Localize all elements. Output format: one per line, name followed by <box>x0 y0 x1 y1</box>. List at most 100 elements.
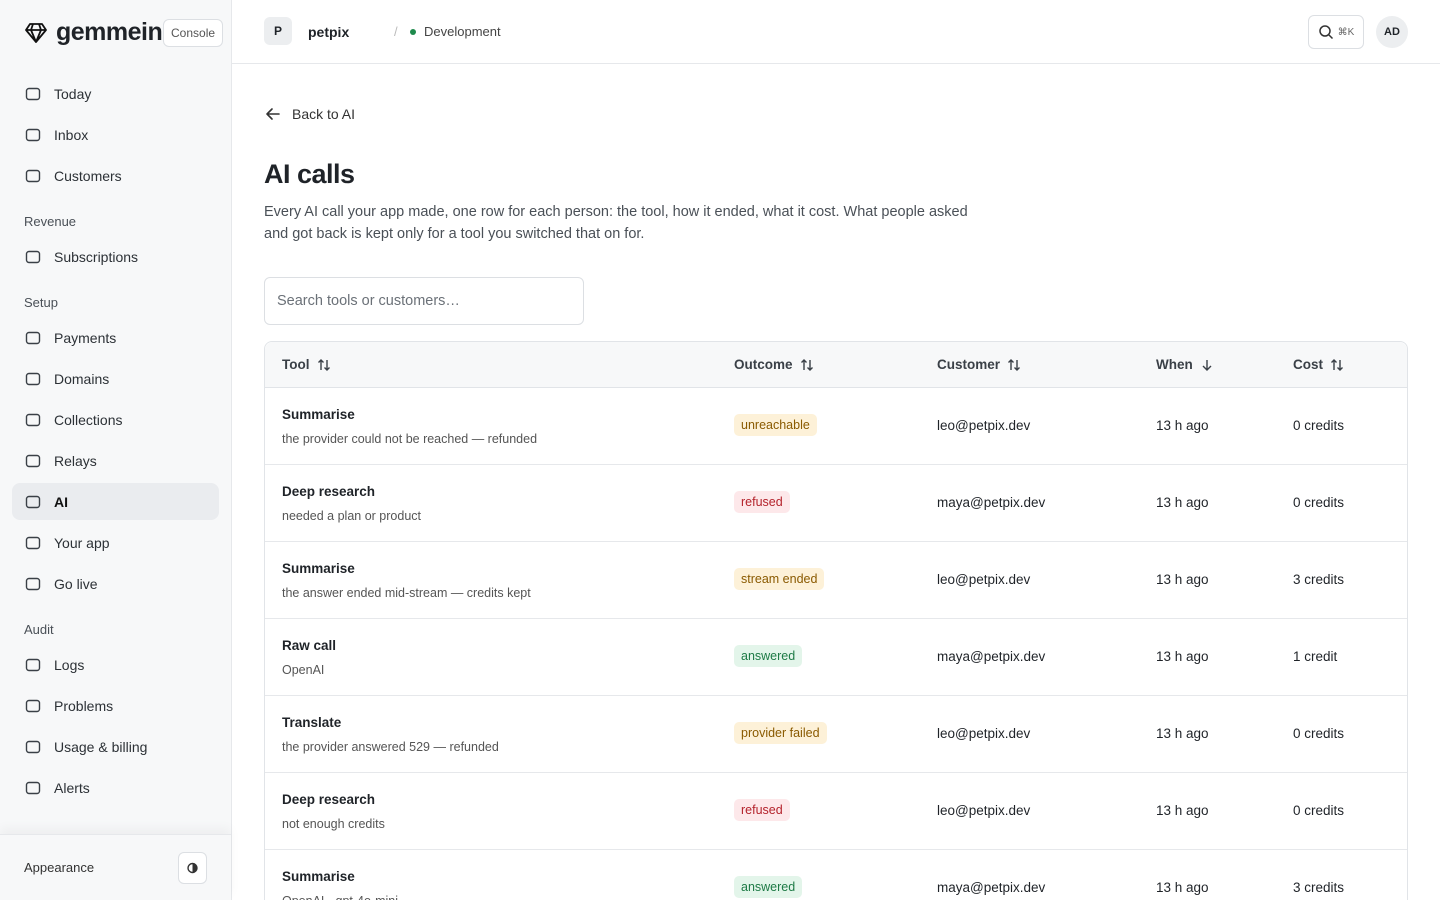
table-header: Tool Outcome Customer When Cost <box>265 342 1407 388</box>
nav-icon <box>25 413 41 426</box>
table-row[interactable]: Deep research not enough credits refused le… <box>265 773 1407 850</box>
column-header[interactable]: When <box>1156 357 1214 372</box>
topbar: P petpix / Development ⌘K AD <box>232 0 1440 64</box>
back-link[interactable]: Back to AI <box>264 105 355 123</box>
tool-detail: the provider could not be reached — refu… <box>282 432 538 446</box>
nav-icon <box>25 781 41 794</box>
avatar[interactable]: AD <box>1376 16 1408 48</box>
theme-toggle[interactable] <box>178 852 207 884</box>
column-header[interactable]: Outcome <box>734 357 814 372</box>
nav-item[interactable]: Payments <box>12 319 219 356</box>
table-row[interactable]: Raw call OpenAI answered maya@petpix.dev 13 … <box>265 619 1407 696</box>
nav-item[interactable]: Relays <box>12 442 219 479</box>
tool-detail: OpenAI · gpt-4o-mini <box>282 894 398 900</box>
when: 13 h ago <box>1156 726 1209 741</box>
nav-icon <box>25 372 41 385</box>
cost: 0 credits <box>1293 803 1345 818</box>
when: 13 h ago <box>1156 803 1209 818</box>
nav-label: Logs <box>54 656 85 673</box>
column-header[interactable]: Tool <box>282 357 331 372</box>
nav-label: AI <box>54 493 68 510</box>
cost: 3 credits <box>1293 880 1345 895</box>
table-row[interactable]: Summarise OpenAI · gpt-4o-mini answered may… <box>265 850 1407 900</box>
customer: leo@petpix.dev <box>937 726 1031 741</box>
sort-icon <box>1202 359 1212 371</box>
table-row[interactable]: Deep research needed a plan or product ref… <box>265 465 1407 542</box>
sort-icon <box>800 358 813 371</box>
nav-label: Today <box>54 85 92 102</box>
project-initial[interactable]: P <box>264 17 292 45</box>
table-row[interactable]: Summarise the provider could not be reach… <box>265 388 1407 465</box>
customer: maya@petpix.dev <box>937 880 1046 895</box>
nav-item[interactable]: AI <box>12 483 219 520</box>
back-label: Back to AI <box>292 106 356 122</box>
nav-label: Inbox <box>54 126 89 143</box>
nav-item[interactable]: Problems <box>12 687 219 724</box>
brand-logo <box>25 22 47 43</box>
when: 13 h ago <box>1156 418 1209 433</box>
nav-label: Relays <box>54 452 97 469</box>
project-name[interactable]: petpix <box>308 24 350 40</box>
customer: leo@petpix.dev <box>937 803 1031 818</box>
column-label: Cost <box>1293 357 1323 372</box>
nav-item[interactable]: Subscriptions <box>12 238 219 275</box>
outcome-badge: stream ended <box>734 568 825 590</box>
table-body: Summarise the provider could not be reach… <box>265 388 1407 900</box>
cost: 0 credits <box>1293 495 1345 510</box>
nav-item[interactable]: Inbox <box>12 116 219 153</box>
cost: 1 credit <box>1293 649 1338 664</box>
search-input[interactable] <box>264 277 584 325</box>
nav-item[interactable]: Alerts <box>12 769 219 806</box>
tool-detail: OpenAI <box>282 663 325 677</box>
customer: maya@petpix.dev <box>937 495 1046 510</box>
nav-item[interactable]: Today <box>12 75 219 112</box>
cost: 3 credits <box>1293 572 1345 587</box>
nav-item[interactable]: Usage & billing <box>12 728 219 765</box>
tool-name: Summarise <box>282 869 355 884</box>
nav-item[interactable]: Go live <box>12 565 219 602</box>
search-button[interactable]: ⌘K <box>1308 15 1364 49</box>
tool-name: Summarise <box>282 407 355 422</box>
nav-icon <box>25 331 41 344</box>
when: 13 h ago <box>1156 495 1209 510</box>
when: 13 h ago <box>1156 649 1209 664</box>
nav-label: Domains <box>54 370 110 387</box>
column-header[interactable]: Cost <box>1293 357 1344 372</box>
nav-label: Customers <box>54 167 122 184</box>
column-label: Tool <box>282 357 310 372</box>
column-label: Customer <box>937 357 1001 372</box>
customer: leo@petpix.dev <box>937 572 1031 587</box>
nav-item[interactable]: Domains <box>12 360 219 397</box>
table-row[interactable]: Translate the provider answered 529 — ref… <box>265 696 1407 773</box>
nav-label: Problems <box>54 697 114 714</box>
environment[interactable]: Development <box>410 24 501 39</box>
nav-label: Subscriptions <box>54 248 139 265</box>
nav-icon <box>25 699 41 712</box>
nav-label: Go live <box>54 575 98 592</box>
tool-name: Deep research <box>282 792 376 807</box>
nav-item[interactable]: Logs <box>12 646 219 683</box>
nav-group-label: Setup <box>24 295 58 310</box>
tool-name: Deep research <box>282 484 376 499</box>
column-header[interactable]: Customer <box>937 357 1021 372</box>
when: 13 h ago <box>1156 572 1209 587</box>
tool-detail: the provider answered 529 — refunded <box>282 740 499 754</box>
brand[interactable]: gemmein <box>24 18 163 47</box>
outcome-badge: unreachable <box>734 414 817 436</box>
nav-label: Alerts <box>54 779 90 796</box>
nav-item[interactable]: Your app <box>12 524 219 561</box>
nav-item[interactable]: Collections <box>12 401 219 438</box>
outcome-badge: answered <box>734 645 803 667</box>
column-label: Outcome <box>734 357 793 372</box>
nav-item[interactable]: Customers <box>12 157 219 194</box>
nav-icon <box>25 454 41 467</box>
nav-icon <box>25 250 41 263</box>
sort-icon <box>1008 358 1021 371</box>
tool-name: Translate <box>282 715 342 730</box>
brand-name: gemmein <box>56 18 163 46</box>
table-row[interactable]: Summarise the answer ended mid-stream — c… <box>265 542 1407 619</box>
tool-name: Raw call <box>282 638 337 653</box>
outcome-badge: answered <box>734 876 803 898</box>
page-title: AI calls <box>264 159 355 189</box>
